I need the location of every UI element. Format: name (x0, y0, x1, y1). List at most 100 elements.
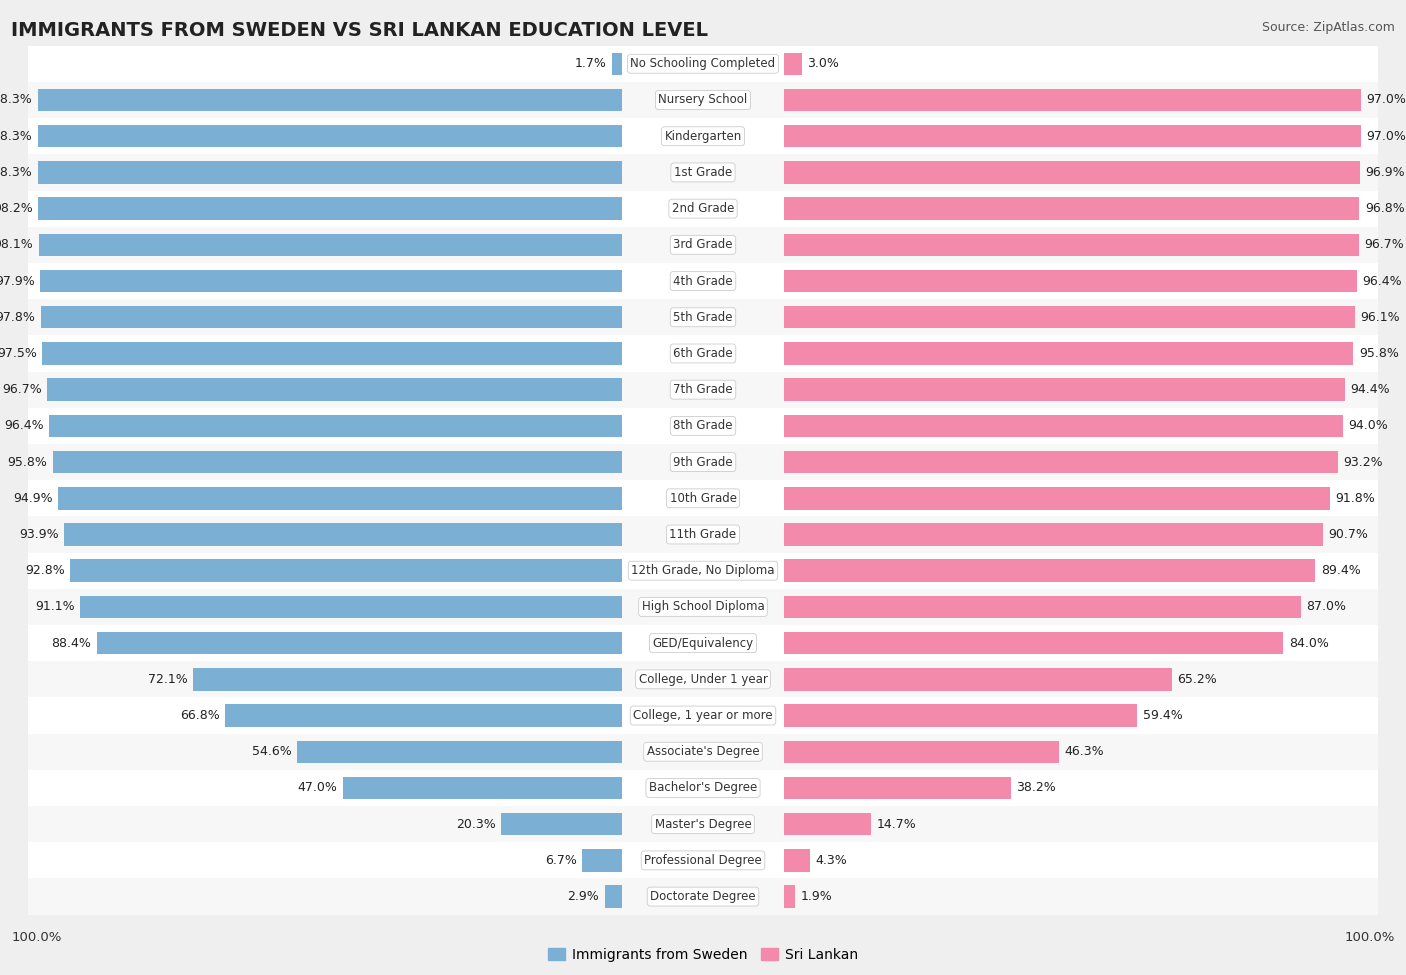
Text: 54.6%: 54.6% (252, 745, 292, 759)
Text: 2nd Grade: 2nd Grade (672, 202, 734, 215)
Bar (38, 125, 621, 147)
Text: 96.1%: 96.1% (1361, 311, 1400, 324)
Text: No Schooling Completed: No Schooling Completed (630, 58, 776, 70)
Text: 2.9%: 2.9% (568, 890, 599, 903)
Text: 14.7%: 14.7% (877, 818, 917, 831)
Text: Source: ZipAtlas.com: Source: ZipAtlas.com (1261, 21, 1395, 34)
Bar (785, 414, 1343, 437)
Bar (785, 125, 1361, 147)
Bar (28, 82, 1378, 118)
Bar (785, 704, 1137, 726)
Bar (785, 632, 1284, 654)
Bar (28, 806, 1378, 842)
Text: 12th Grade, No Diploma: 12th Grade, No Diploma (631, 565, 775, 577)
Text: 3rd Grade: 3rd Grade (673, 238, 733, 252)
Text: 100.0%: 100.0% (11, 931, 62, 945)
Text: 9th Grade: 9th Grade (673, 455, 733, 469)
Bar (582, 849, 621, 872)
Bar (785, 741, 1059, 763)
Bar (97, 632, 621, 654)
Text: 6.7%: 6.7% (546, 854, 576, 867)
Bar (785, 450, 1339, 473)
Text: 94.9%: 94.9% (13, 491, 52, 505)
Bar (38, 89, 621, 111)
Text: 92.8%: 92.8% (25, 565, 65, 577)
Bar (28, 733, 1378, 770)
Text: 89.4%: 89.4% (1320, 565, 1361, 577)
Bar (785, 89, 1361, 111)
Bar (28, 697, 1378, 733)
Bar (785, 885, 796, 908)
Text: 38.2%: 38.2% (1017, 781, 1056, 795)
Bar (70, 560, 621, 582)
Text: College, 1 year or more: College, 1 year or more (633, 709, 773, 722)
Bar (28, 770, 1378, 806)
Bar (28, 371, 1378, 408)
Text: 96.4%: 96.4% (1362, 275, 1402, 288)
Bar (298, 741, 621, 763)
Bar (194, 668, 621, 690)
Text: GED/Equivalency: GED/Equivalency (652, 637, 754, 649)
Text: 59.4%: 59.4% (1143, 709, 1182, 722)
Bar (502, 813, 621, 836)
Text: Nursery School: Nursery School (658, 94, 748, 106)
Bar (785, 197, 1360, 219)
Text: 66.8%: 66.8% (180, 709, 219, 722)
Bar (785, 161, 1360, 183)
Text: Doctorate Degree: Doctorate Degree (650, 890, 756, 903)
Bar (785, 306, 1355, 329)
Bar (28, 299, 1378, 335)
Text: 93.2%: 93.2% (1343, 455, 1384, 469)
Text: 98.2%: 98.2% (0, 202, 32, 215)
Bar (785, 596, 1301, 618)
Text: 10th Grade: 10th Grade (669, 491, 737, 505)
Bar (28, 118, 1378, 154)
Text: 96.7%: 96.7% (1, 383, 42, 396)
Bar (28, 878, 1378, 915)
Bar (785, 668, 1171, 690)
Text: 96.4%: 96.4% (4, 419, 44, 432)
Bar (605, 885, 621, 908)
Text: 87.0%: 87.0% (1306, 601, 1347, 613)
Text: College, Under 1 year: College, Under 1 year (638, 673, 768, 685)
Bar (49, 414, 621, 437)
Bar (785, 560, 1316, 582)
Text: 95.8%: 95.8% (1358, 347, 1399, 360)
Text: 1.7%: 1.7% (575, 58, 606, 70)
Bar (80, 596, 621, 618)
Bar (58, 488, 621, 510)
Bar (38, 197, 621, 219)
Text: 20.3%: 20.3% (456, 818, 496, 831)
Bar (52, 450, 621, 473)
Bar (343, 777, 621, 800)
Text: 65.2%: 65.2% (1177, 673, 1216, 685)
Bar (785, 488, 1330, 510)
Bar (28, 481, 1378, 517)
Text: 47.0%: 47.0% (297, 781, 337, 795)
Bar (38, 161, 621, 183)
Text: IMMIGRANTS FROM SWEDEN VS SRI LANKAN EDUCATION LEVEL: IMMIGRANTS FROM SWEDEN VS SRI LANKAN EDU… (11, 21, 709, 40)
Bar (28, 263, 1378, 299)
Text: 96.9%: 96.9% (1365, 166, 1405, 179)
Text: 72.1%: 72.1% (148, 673, 188, 685)
Bar (28, 154, 1378, 190)
Bar (28, 444, 1378, 481)
Text: 8th Grade: 8th Grade (673, 419, 733, 432)
Text: 4.3%: 4.3% (815, 854, 846, 867)
Text: 7th Grade: 7th Grade (673, 383, 733, 396)
Bar (28, 335, 1378, 371)
Bar (28, 517, 1378, 553)
Bar (28, 227, 1378, 263)
Text: Associate's Degree: Associate's Degree (647, 745, 759, 759)
Text: 11th Grade: 11th Grade (669, 528, 737, 541)
Text: Master's Degree: Master's Degree (655, 818, 751, 831)
Text: Bachelor's Degree: Bachelor's Degree (650, 781, 756, 795)
Text: High School Diploma: High School Diploma (641, 601, 765, 613)
Text: 1st Grade: 1st Grade (673, 166, 733, 179)
Bar (28, 661, 1378, 697)
Text: Kindergarten: Kindergarten (665, 130, 741, 142)
Bar (785, 378, 1346, 401)
Text: 98.3%: 98.3% (0, 166, 32, 179)
Text: 96.7%: 96.7% (1364, 238, 1405, 252)
Bar (785, 813, 872, 836)
